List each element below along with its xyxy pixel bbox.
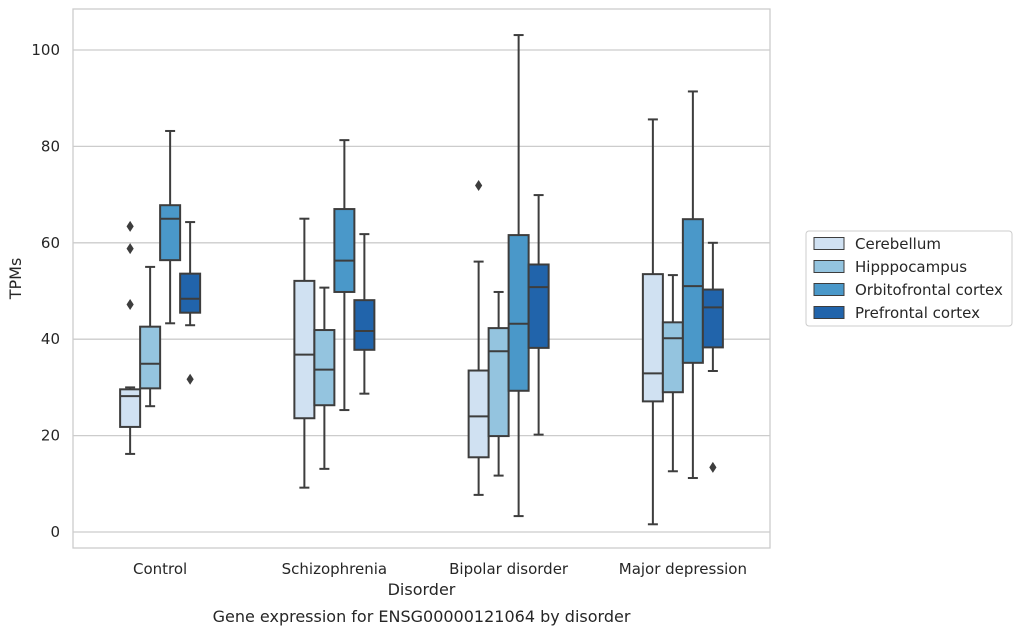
grid-lines [73,49,770,533]
box-prefrontal-cortex [353,233,376,395]
legend-swatch [813,260,845,273]
y-tick-label: 80 [41,137,60,155]
x-axis-label: Disorder [388,580,456,599]
legend-swatch [813,306,845,319]
legend-swatch [813,283,845,296]
y-tick-label: 100 [31,41,60,59]
box-hipppocampus [661,274,684,473]
y-tick-label: 40 [41,330,60,348]
box-prefrontal-cortex [527,194,550,436]
x-tick-label: Control [133,560,187,578]
box-prefrontal-cortex [701,241,724,473]
x-tick-label: Bipolar disorder [449,560,569,578]
outlier-point [126,298,134,310]
box-hipppocampus [487,290,510,477]
legend-item: Hipppocampus [813,258,967,276]
box-body [661,321,684,394]
legend-frame [805,230,1013,327]
box-body [467,369,490,459]
box-orbitofrontal-cortex [333,139,356,412]
box-body [119,388,142,428]
box-body [139,325,162,390]
box-body [179,272,202,314]
legend-label: Prefrontal cortex [855,304,980,322]
box-hipppocampus [313,286,336,470]
box-body [159,204,182,262]
x-tick-labels: Control Schizophrenia Bipolar disorder Majo… [133,560,747,578]
legend-item: Orbitofrontal cortex [813,281,1003,299]
box-body [487,327,510,438]
legend-item: Cerebellum [813,235,941,253]
box-orbitofrontal-cortex [507,34,530,518]
box-body [641,273,664,403]
box-hipppocampus [139,265,162,408]
legend: Cerebellum Hipppocampus Orbitofrontal cort… [805,230,1013,327]
chart-caption: Gene expression for ENSG00000121064 by d… [213,607,631,626]
y-tick-labels: 0 20 40 60 80 100 [31,41,60,541]
plot-frame [72,8,771,549]
legend-swatch [813,237,845,250]
outlier-point [126,220,134,232]
y-tick-label: 20 [41,427,60,445]
outlier-point [709,461,717,473]
box-body [353,299,376,351]
box-body [313,329,336,407]
box-body [701,288,724,349]
y-tick-label: 0 [50,523,60,541]
box-body [507,234,530,392]
box-cerebellum [641,118,664,526]
x-tick-label: Schizophrenia [282,560,387,578]
legend-item: Prefrontal cortex [813,304,980,322]
box-cerebellum [293,217,316,489]
outlier-point [475,179,483,191]
box-cerebellum [467,179,490,496]
box-cerebellum [119,220,142,455]
legend-label: Orbitofrontal cortex [855,281,1003,299]
outlier-point [186,373,194,385]
outlier-point [126,243,134,255]
box-body [681,218,704,364]
box-body [293,279,316,420]
box-orbitofrontal-cortex [159,129,182,325]
legend-items: Cerebellum Hipppocampus Orbitofrontal cort… [813,235,1003,322]
x-tick-label: Major depression [619,560,747,578]
legend-label: Hipppocampus [855,258,967,276]
legend-label: Cerebellum [855,235,941,253]
y-axis-label: TPMs [6,258,25,301]
y-tick-label: 60 [41,234,60,252]
boxes [119,34,724,526]
box-prefrontal-cortex [179,221,202,385]
box-body [527,263,550,349]
box-orbitofrontal-cortex [681,90,704,480]
box-body [333,208,356,293]
